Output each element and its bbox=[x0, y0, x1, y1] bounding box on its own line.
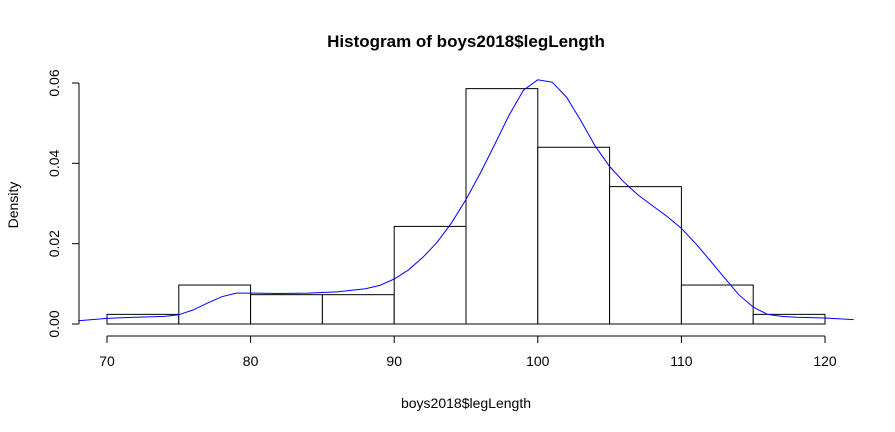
y-tick-label-1: 0.02 bbox=[46, 230, 62, 257]
y-axis: 0.00 0.02 0.04 0.06 bbox=[46, 69, 80, 338]
histogram-bar-5 bbox=[393, 225, 467, 325]
histogram-bar-2 bbox=[178, 284, 252, 325]
x-tick-label-70: 70 bbox=[99, 353, 115, 369]
histogram-bar-4 bbox=[321, 294, 395, 325]
y-tick-label-0: 0.00 bbox=[46, 310, 62, 337]
histogram-bar-6 bbox=[465, 88, 539, 325]
x-tick-label-100: 100 bbox=[526, 353, 550, 369]
histogram-bar-3 bbox=[250, 294, 323, 325]
x-tick-label-120: 120 bbox=[813, 353, 837, 369]
x-tick-label-80: 80 bbox=[243, 353, 259, 369]
bars-group bbox=[106, 88, 826, 325]
density-curve-group bbox=[78, 79, 854, 322]
density-curve-line bbox=[78, 79, 854, 322]
chart-title: Histogram of boys2018$legLength bbox=[327, 32, 605, 51]
x-axis: 70 80 90 100 110 120 bbox=[99, 335, 837, 369]
y-tick-label-3: 0.06 bbox=[46, 69, 62, 96]
histogram-bar-10 bbox=[752, 313, 826, 325]
x-tick-label-90: 90 bbox=[386, 353, 402, 369]
x-axis-label: boys2018$legLength bbox=[401, 395, 531, 411]
y-axis-label: Density bbox=[5, 182, 21, 229]
histogram-bar-9 bbox=[680, 284, 754, 325]
y-tick-label-2: 0.04 bbox=[46, 149, 62, 176]
x-tick-label-110: 110 bbox=[670, 353, 693, 369]
histogram-bar-8 bbox=[609, 186, 682, 325]
histogram-bar-7 bbox=[537, 146, 611, 325]
